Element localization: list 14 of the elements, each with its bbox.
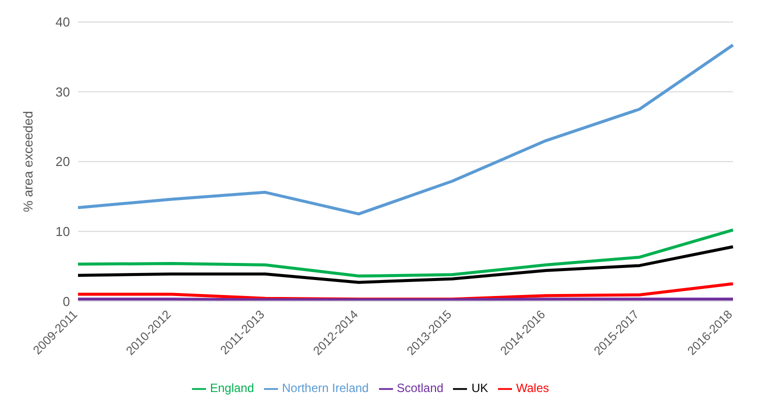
line-series xyxy=(76,228,734,278)
y-tick-label: 30 xyxy=(56,84,70,100)
legend-label: England xyxy=(210,381,254,396)
legend-label: Scotland xyxy=(396,381,444,396)
y-tick-label: 20 xyxy=(56,154,70,170)
y-axis-title: % area exceeded xyxy=(20,110,36,212)
line-series xyxy=(76,44,734,216)
legend-label: Northern Ireland xyxy=(282,381,369,396)
legend-label: Wales xyxy=(516,381,550,396)
line-series xyxy=(76,245,734,284)
legend-label: UK xyxy=(471,381,488,396)
y-tick-label: 0 xyxy=(62,294,70,309)
y-tick-label: 40 xyxy=(56,14,70,30)
y-tick-label: 10 xyxy=(56,224,70,239)
